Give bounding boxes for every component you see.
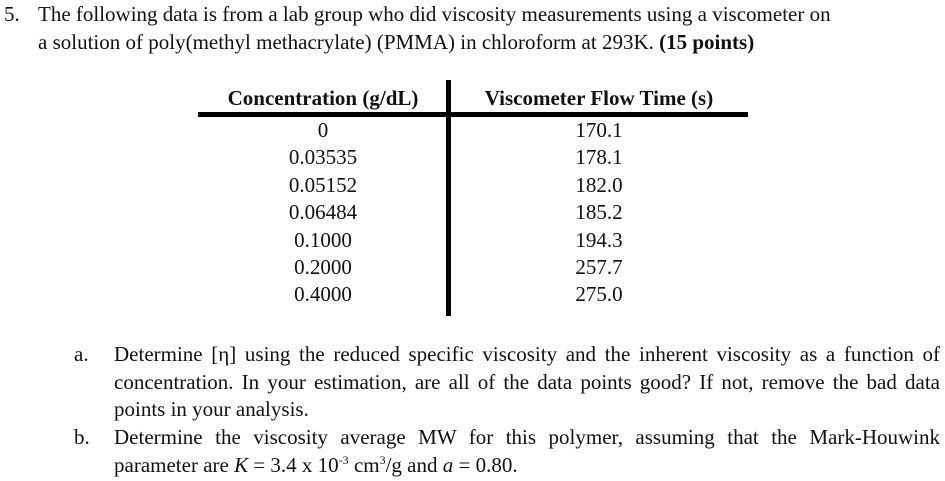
table-cell: 257.7 [575, 254, 623, 279]
header-concentration: Concentration (g/dL) [227, 86, 419, 110]
table-cell: 0.4000 [294, 282, 352, 307]
k-unit: cm [348, 452, 380, 477]
intrinsic-viscosity-symbol: [η] [211, 342, 237, 366]
table-cell: 0.06484 [288, 200, 358, 225]
table-cell: 0 [317, 118, 329, 142]
table-cell: 182.0 [575, 172, 623, 197]
table-cell: 0.03535 [288, 145, 358, 170]
table-cell: 170.1 [575, 118, 623, 142]
k-unit-exponent: 3 [379, 452, 386, 467]
table-cell: 0.05152 [288, 172, 358, 197]
k-exponent: -3 [338, 452, 349, 467]
table-cell: 178.1 [575, 145, 623, 170]
part-a-label: a. [74, 342, 89, 366]
part-b: b. Determine the viscosity average MW fo… [74, 424, 940, 479]
part-b-text-1: Determine the viscosity average MW for t… [114, 425, 940, 477]
part-a-text-1: Determine [114, 342, 212, 366]
concentration-values: 0 0.03535 0.05152 0.06484 0.1000 0.2000 … [198, 117, 448, 309]
part-a-text: Determine [η] using the reduced specific… [114, 341, 940, 424]
part-a: a. Determine [η] using the reduced speci… [74, 341, 940, 424]
header-flow-time: Viscometer Flow Time (s) [484, 86, 714, 110]
question-points: (15 points) [659, 30, 755, 54]
table-cell: 0.1000 [294, 227, 352, 252]
k-value: = 3.4 x 10 [248, 452, 339, 477]
data-table: Concentration (g/dL) Viscometer Flow Tim… [198, 80, 748, 316]
k-symbol: K [234, 452, 249, 477]
question-number: 5. [4, 2, 20, 26]
flow-time-column: Viscometer Flow Time (s) [450, 84, 748, 112]
part-b-label: b. [74, 425, 90, 449]
concentration-column: Concentration (g/dL) [198, 84, 448, 112]
table-cell: 194.3 [575, 227, 623, 252]
table-cell: 185.2 [575, 200, 623, 225]
question-text-2: a solution of poly(methyl methacrylate) … [38, 30, 654, 54]
flow-time-values: 170.1 178.1 182.0 185.2 194.3 257.7 275.… [450, 117, 748, 309]
question-text-1: The following data is from a lab group w… [38, 2, 831, 26]
a-symbol: a [442, 452, 454, 477]
part-b-text: Determine the viscosity average MW for t… [114, 424, 940, 479]
header-rule [198, 112, 748, 117]
table-cell: 0.2000 [294, 254, 352, 279]
column-rule [446, 80, 451, 316]
question-line-2: a solution of poly(methyl methacrylate) … [38, 28, 754, 56]
k-unit-rest: /g and [385, 452, 443, 477]
a-value: = 0.80. [453, 452, 518, 477]
table-cell: 275.0 [575, 282, 623, 307]
part-a-text-2: using the reduced specific viscosity and… [114, 342, 941, 421]
